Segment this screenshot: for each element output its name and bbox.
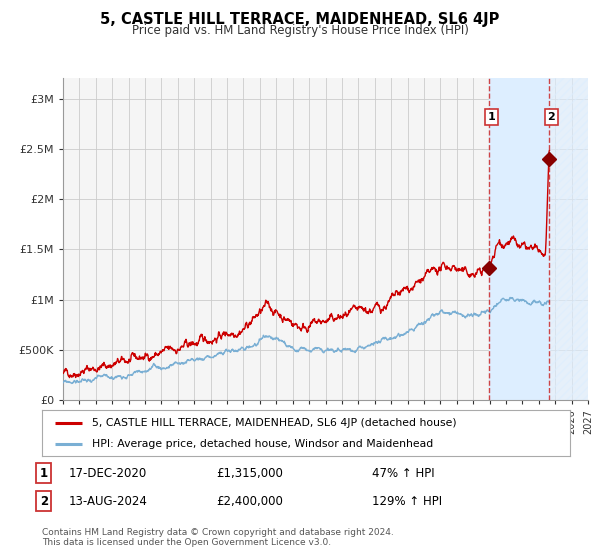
Text: 2: 2 [548, 112, 555, 122]
Text: 13-AUG-2024: 13-AUG-2024 [69, 494, 148, 508]
Bar [489, 78, 549, 400]
Text: Price paid vs. HM Land Registry's House Price Index (HPI): Price paid vs. HM Land Registry's House … [131, 24, 469, 36]
Text: 1: 1 [487, 112, 495, 122]
Text: This data is licensed under the Open Government Licence v3.0.: This data is licensed under the Open Gov… [42, 538, 331, 547]
Text: 5, CASTLE HILL TERRACE, MAIDENHEAD, SL6 4JP: 5, CASTLE HILL TERRACE, MAIDENHEAD, SL6 … [100, 12, 500, 27]
Text: 17-DEC-2020: 17-DEC-2020 [69, 466, 147, 480]
Text: 47% ↑ HPI: 47% ↑ HPI [372, 466, 434, 480]
Text: 129% ↑ HPI: 129% ↑ HPI [372, 494, 442, 508]
Text: £2,400,000: £2,400,000 [216, 494, 283, 508]
Bar [549, 78, 588, 400]
Text: 2: 2 [40, 494, 48, 508]
Text: HPI: Average price, detached house, Windsor and Maidenhead: HPI: Average price, detached house, Wind… [92, 439, 433, 449]
Text: £1,315,000: £1,315,000 [216, 466, 283, 480]
Text: 5, CASTLE HILL TERRACE, MAIDENHEAD, SL6 4JP (detached house): 5, CASTLE HILL TERRACE, MAIDENHEAD, SL6 … [92, 418, 457, 428]
Text: Contains HM Land Registry data © Crown copyright and database right 2024.: Contains HM Land Registry data © Crown c… [42, 528, 394, 536]
Text: 1: 1 [40, 466, 48, 480]
